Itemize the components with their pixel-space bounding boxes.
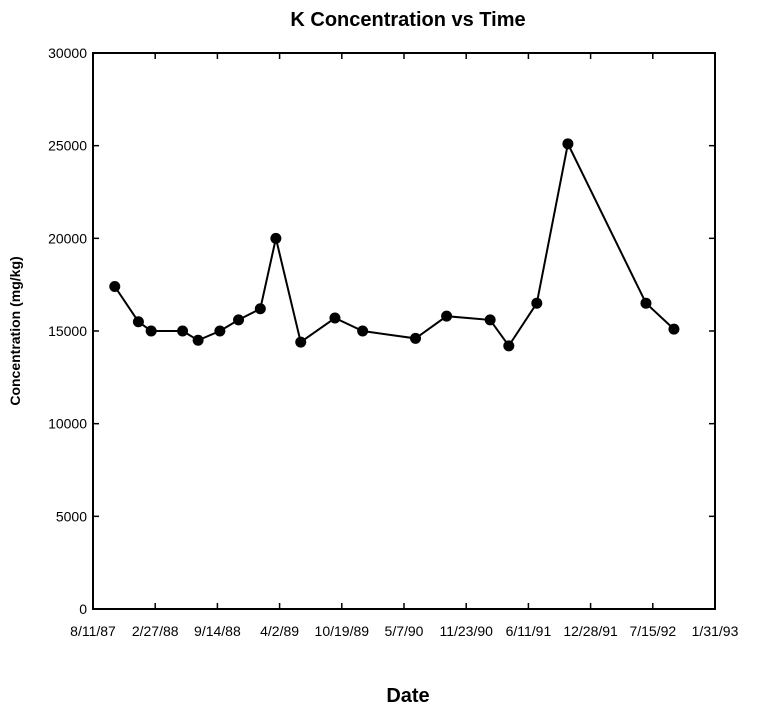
data-point — [214, 325, 226, 337]
x-tick-label: 6/11/91 — [506, 623, 552, 639]
y-tick-label: 5000 — [56, 508, 87, 524]
data-point — [531, 297, 543, 309]
y-tick-label: 25000 — [48, 138, 87, 154]
data-point — [503, 340, 515, 352]
x-tick-label: 1/31/93 — [692, 623, 739, 639]
data-point — [410, 332, 422, 344]
y-axis-label: Concentration (mg/kg) — [7, 256, 23, 405]
x-tick-label: 7/15/92 — [629, 623, 676, 639]
data-point — [562, 138, 574, 150]
data-points — [109, 138, 680, 352]
data-point — [145, 325, 157, 337]
data-point — [109, 281, 121, 293]
x-tick-label: 10/19/89 — [315, 623, 370, 639]
chart-title: K Concentration vs Time — [290, 9, 525, 31]
x-tick-label: 5/7/90 — [385, 623, 424, 639]
y-tick-label: 0 — [79, 601, 87, 617]
y-tick-label: 15000 — [48, 323, 87, 339]
x-tick-label: 4/2/89 — [260, 623, 299, 639]
x-tick-label: 8/11/87 — [70, 623, 116, 639]
y-axis: 0 5000 10000 15000 20000 25000 30000 — [48, 45, 715, 617]
data-point — [132, 316, 144, 328]
data-point — [254, 303, 266, 315]
data-point — [295, 336, 307, 348]
x-tick-label: 12/28/91 — [563, 623, 618, 639]
data-point — [484, 314, 496, 326]
y-tick-label: 20000 — [48, 230, 87, 246]
data-point — [640, 297, 652, 309]
data-point — [192, 334, 204, 346]
data-point — [357, 325, 369, 337]
data-point — [668, 323, 680, 335]
x-tick-label: 9/14/88 — [194, 623, 241, 639]
data-point — [233, 314, 245, 326]
y-tick-label: 30000 — [48, 45, 87, 61]
data-point — [270, 232, 282, 244]
data-point — [441, 310, 453, 322]
x-tick-label: 2/27/88 — [132, 623, 179, 639]
series-line — [113, 140, 675, 348]
x-axis: 8/11/87 2/27/88 9/14/88 4/2/89 10/19/89 5/7/9… — [70, 53, 739, 639]
x-tick-label: 11/23/90 — [439, 623, 493, 639]
x-axis-label: Date — [386, 685, 429, 707]
data-point — [329, 312, 341, 324]
y-tick-label: 10000 — [48, 416, 87, 432]
data-point — [177, 325, 189, 337]
